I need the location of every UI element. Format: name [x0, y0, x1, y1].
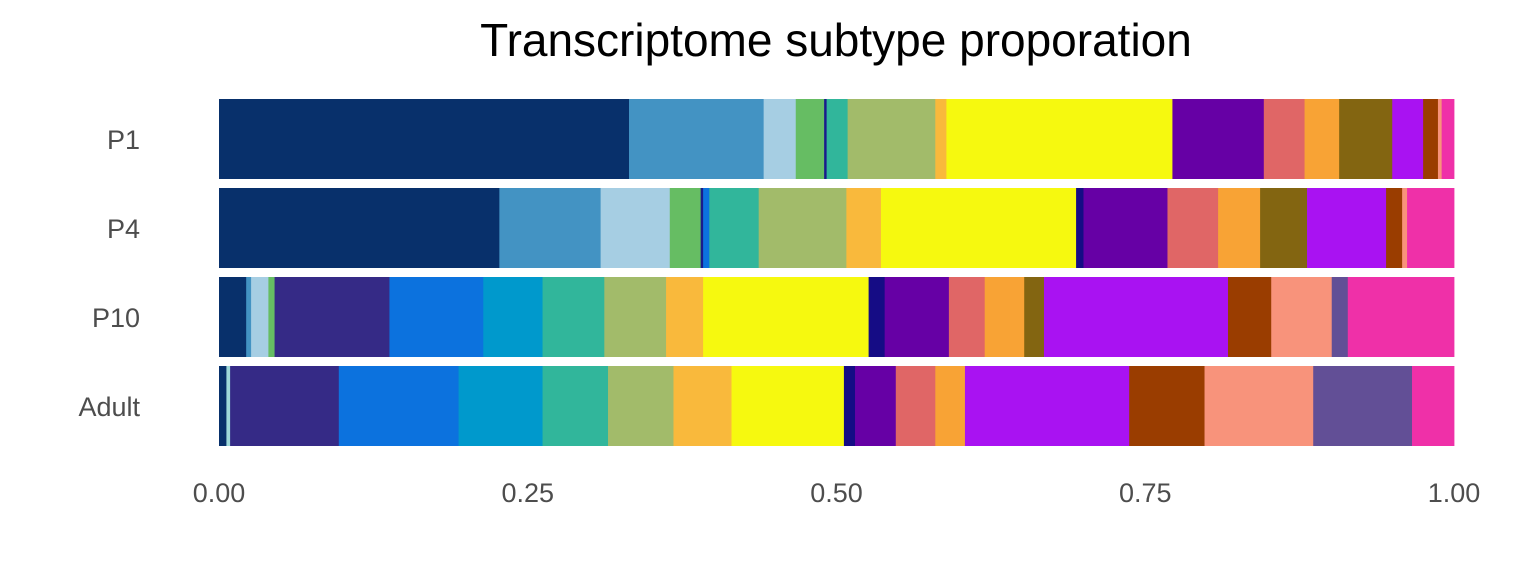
bar-segment-p1-7: [935, 99, 947, 179]
bars-group: [219, 99, 1455, 446]
bar-segment-adult-11: [895, 366, 936, 446]
y-tick-label-p4: P4: [107, 214, 140, 244]
x-tick-label-3: 0.75: [1119, 478, 1172, 508]
bar-segment-adult-5: [542, 366, 609, 446]
bar-segment-p4-12: [1167, 188, 1219, 268]
bar-segment-p10-2: [251, 277, 269, 357]
bar-segment-adult-17: [1412, 366, 1455, 446]
bar-segment-p4-15: [1307, 188, 1387, 268]
bar-segment-p1-3: [795, 99, 825, 179]
bar-segment-p1-0: [219, 99, 630, 179]
bar-segment-adult-6: [608, 366, 674, 446]
bar-segment-p10-12: [884, 277, 950, 357]
chart-title: Transcriptome subtype proporation: [480, 14, 1192, 66]
bar-segment-p1-16: [1441, 99, 1455, 179]
bar-segment-p4-4: [700, 188, 704, 268]
bar-segment-p4-13: [1218, 188, 1261, 268]
bar-segment-p10-8: [604, 277, 667, 357]
bar-segment-p1-4: [824, 99, 828, 179]
bar-segment-p10-14: [984, 277, 1025, 357]
bar-segment-p1-8: [946, 99, 1173, 179]
bar-segment-p10-6: [483, 277, 543, 357]
y-tick-label-adult: Adult: [78, 392, 140, 422]
bar-segment-p10-4: [274, 277, 390, 357]
bar-segment-p10-3: [268, 277, 275, 357]
bar-segment-p4-14: [1260, 188, 1308, 268]
bar-segment-p10-11: [868, 277, 886, 357]
bar-segment-p10-16: [1043, 277, 1229, 357]
x-axis-labels: 0.00 0.25 0.50 0.75 1.00: [193, 478, 1481, 508]
bar-segment-p4-0: [219, 188, 500, 268]
bar-segment-adult-2: [230, 366, 340, 446]
bar-segment-p4-5: [703, 188, 710, 268]
bar-segment-p1-14: [1423, 99, 1439, 179]
bar-segment-p10-9: [666, 277, 704, 357]
y-tick-label-p1: P1: [107, 125, 140, 155]
x-tick-label-2: 0.50: [810, 478, 863, 508]
bar-segment-adult-9: [843, 366, 856, 446]
bar-segment-adult-13: [964, 366, 1130, 446]
bar-segment-p10-5: [389, 277, 484, 357]
bar-segment-p10-0: [219, 277, 247, 357]
bar-segment-adult-3: [338, 366, 459, 446]
bar-segment-adult-16: [1313, 366, 1413, 446]
bar-segment-adult-1: [226, 366, 231, 446]
bar-segment-p1-2: [763, 99, 797, 179]
bar-segment-p4-11: [1083, 188, 1168, 268]
x-tick-label-4: 1.00: [1428, 478, 1481, 508]
bar-segment-p1-11: [1304, 99, 1340, 179]
bar-segment-adult-14: [1129, 366, 1205, 446]
bar-segment-adult-15: [1204, 366, 1314, 446]
bar-segment-adult-7: [673, 366, 732, 446]
bar-segment-p10-15: [1024, 277, 1045, 357]
bar-segment-adult-10: [855, 366, 897, 446]
bar-segment-p1-1: [629, 99, 765, 179]
bar-segment-p4-7: [758, 188, 847, 268]
bar-segment-p10-19: [1331, 277, 1349, 357]
bar-segment-p10-10: [703, 277, 870, 357]
bar-segment-p4-17: [1402, 188, 1408, 268]
bar-segment-p4-3: [669, 188, 702, 268]
x-tick-label-1: 0.25: [501, 478, 554, 508]
bar-segment-adult-8: [731, 366, 845, 446]
bar-segment-p1-9: [1172, 99, 1265, 179]
bar-segment-p4-8: [846, 188, 882, 268]
bar-segment-p1-6: [847, 99, 936, 179]
bar-segment-p4-16: [1386, 188, 1403, 268]
x-tick-label-0: 0.00: [193, 478, 246, 508]
bar-segment-p4-9: [880, 188, 1077, 268]
bar-segment-p10-20: [1347, 277, 1455, 357]
bar-segment-adult-0: [219, 366, 227, 446]
y-axis-labels: P1 P4 P10 Adult: [78, 125, 140, 422]
bar-segment-p10-17: [1227, 277, 1272, 357]
bar-segment-p10-1: [246, 277, 252, 357]
bar-segment-p1-12: [1339, 99, 1393, 179]
bar-segment-p4-1: [499, 188, 602, 268]
bar-segment-p10-18: [1271, 277, 1333, 357]
y-tick-label-p10: P10: [92, 303, 140, 333]
bar-segment-p4-10: [1076, 188, 1084, 268]
bar-segment-p4-2: [600, 188, 671, 268]
bar-segment-p10-7: [542, 277, 605, 357]
bar-segment-adult-12: [935, 366, 966, 446]
bar-segment-p4-6: [709, 188, 760, 268]
bar-segment-p1-10: [1263, 99, 1305, 179]
bar-segment-p1-15: [1437, 99, 1443, 179]
bar-segment-p1-13: [1392, 99, 1424, 179]
bar-segment-p10-13: [948, 277, 986, 357]
bar-segment-adult-4: [458, 366, 543, 446]
bar-segment-p1-5: [826, 99, 849, 179]
bar-segment-p4-18: [1407, 188, 1455, 268]
